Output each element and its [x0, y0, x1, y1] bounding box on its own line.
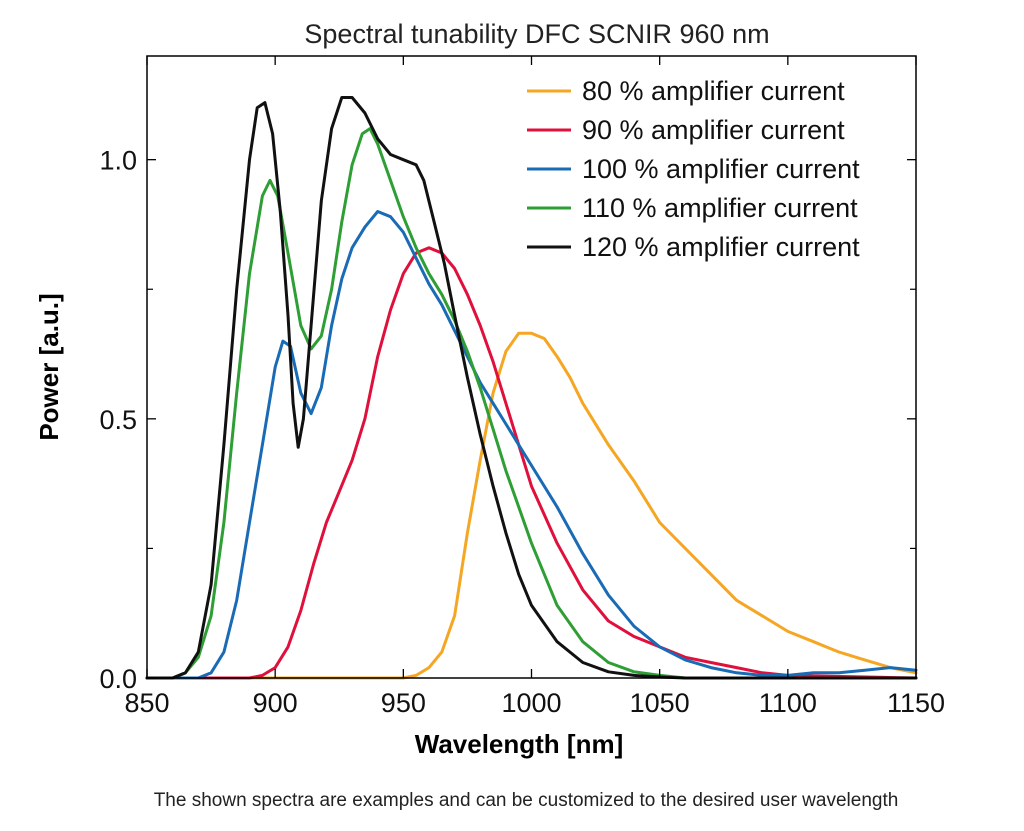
y-axis-label: Power [a.u.] [34, 293, 64, 440]
x-tick-label: 850 [124, 688, 169, 718]
x-tick-label: 950 [381, 688, 426, 718]
x-tick-label: 1100 [759, 688, 817, 718]
legend-label: 100 % amplifier current [582, 154, 860, 184]
x-tick-label: 1050 [630, 688, 690, 718]
legend-label: 90 % amplifier current [582, 115, 845, 145]
series-line-5 [145, 96, 918, 680]
x-axis-label: Wavelength [nm] [415, 729, 623, 759]
series-line-3 [145, 210, 918, 680]
y-axis-ticks: 0.0 0.5 1.0 [99, 146, 916, 694]
x-tick-label: 1000 [501, 688, 561, 718]
legend-label: 120 % amplifier current [582, 232, 860, 262]
legend-label: 110 % amplifier current [582, 193, 858, 223]
series-line-1 [145, 331, 918, 680]
plot-frame [146, 55, 917, 679]
x-tick-label: 900 [253, 688, 298, 718]
y-tick-label: 1.0 [99, 146, 137, 176]
chart-legend: 80 % amplifier current 90 % amplifier cur… [527, 76, 860, 262]
figure-caption: The shown spectra are examples and can b… [154, 790, 899, 811]
x-axis-ticks: 850 900 950 1000 1050 1100 1150 [124, 56, 945, 718]
y-tick-label: 0.0 [99, 664, 137, 694]
legend-label: 80 % amplifier current [582, 76, 845, 106]
chart-title: Spectral tunability DFC SCNIR 960 nm [304, 19, 769, 49]
y-tick-label: 0.5 [99, 405, 137, 435]
series-line-4 [145, 127, 918, 680]
x-tick-label: 1150 [887, 688, 945, 718]
series-lines-group [145, 96, 918, 680]
